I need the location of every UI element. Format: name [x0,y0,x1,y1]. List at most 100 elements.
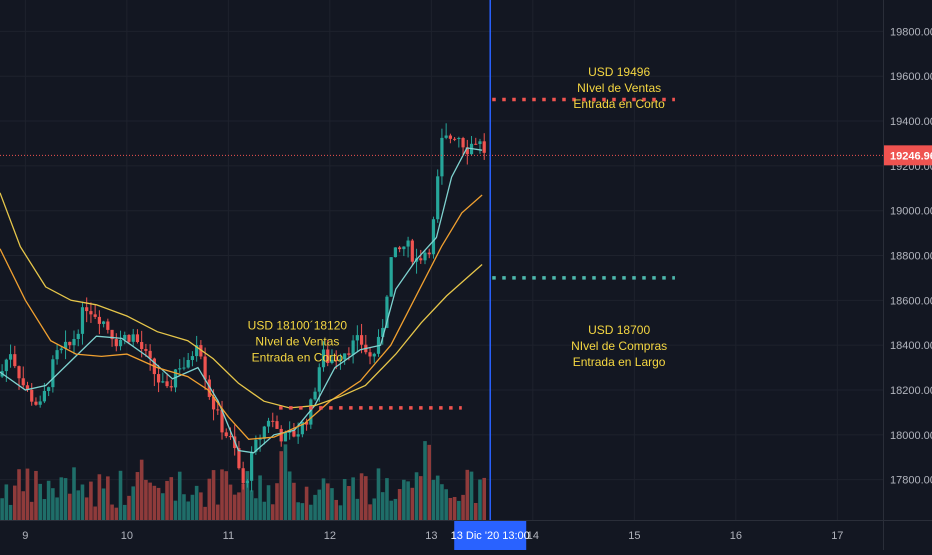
candle-body [123,334,127,340]
annotation-line: NIvel de Ventas [255,334,339,348]
volume-bar [313,494,317,520]
candle-body [300,421,304,435]
candle-body [262,426,266,439]
candle-body [254,439,258,452]
candle-body [8,354,13,360]
time-axis-tick-label: 16 [730,530,742,542]
annotation-text-2[interactable]: USD 18700 NIvel de Compras Entrada en Larg… [571,323,667,369]
volume-bar [249,490,254,520]
candle-body [292,430,296,437]
candle-body [351,340,355,355]
candle-body [258,438,262,440]
annotation-text-0[interactable]: USD 19496 NIvel de Ventas Entrada en Corto [573,65,665,111]
candle-body [38,401,42,405]
price-axis-tick-label: 17800.00 [890,475,932,487]
candle-body [410,240,414,262]
candle-body [30,389,34,402]
volume-bar [237,492,241,520]
volume-bar [4,484,9,520]
candle-body [76,333,80,339]
candle-body [173,369,178,388]
volume-bar [410,487,415,520]
cursor-time-badge [454,521,527,550]
candle-body [224,432,228,437]
annotation-line: USD 19496 [588,65,650,79]
volume-bar [287,471,292,520]
last-price-badge [884,145,932,166]
volume-bar [144,479,148,520]
candle-body [148,350,152,359]
volume-bar [93,506,97,520]
time-axis-tick-label: 14 [527,530,539,542]
time-axis-tick-label: 11 [223,530,234,542]
volume-bar [89,481,93,520]
volume-bar [482,477,487,520]
price-axis-tick-label: 19400.00 [890,116,932,128]
volume-bar [152,485,157,520]
candle-body [127,334,131,342]
volume-bar [461,494,465,520]
volume-bar [423,441,427,520]
time-axis-tick-label: 13 [425,530,437,542]
candle-body [161,381,165,383]
volume-bar [342,479,347,520]
candle-body [347,353,351,355]
candle-body [131,334,135,342]
candle-body [431,219,436,255]
volume-bar [72,467,76,520]
volume-bar [309,504,313,520]
volume-bar [397,489,402,520]
volume-bar [359,473,364,520]
time-axis-tick-label: 12 [324,530,336,542]
volume-bar [55,497,59,520]
volume-bar [51,488,55,520]
volume-bar [427,444,432,520]
candle-body [359,335,364,345]
volume-bar [355,498,360,520]
volume-bar [190,494,195,520]
candle-body [296,434,300,437]
volume-bar [435,475,440,520]
candle-body [178,368,182,370]
volume-bar [194,485,199,520]
volume-bar [325,483,330,520]
candle-body [427,252,431,255]
candle-body [118,339,123,347]
candle-body [326,349,330,364]
price-axis-tick-label: 19600.00 [890,71,932,83]
volume-bar [258,475,262,520]
volume-bar [414,472,419,520]
candle-body [271,420,275,422]
candle-body [42,390,47,402]
candle-body [110,329,114,340]
candle-body [228,436,233,438]
volume-bar [161,493,165,520]
candle-body [4,359,8,372]
volume-bar [76,490,81,520]
volume-bar [169,477,174,520]
candle-body [393,247,398,258]
volume-bar [211,470,216,520]
annotation-text-1[interactable]: USD 18100´18120 NIvel de Ventas Entrada en… [248,318,348,364]
volume-bar [376,468,381,520]
volume-bar [266,485,271,520]
candle-body [321,349,326,368]
volume-bar [8,504,13,520]
candle-body [165,381,169,387]
volume-bar [228,484,233,520]
candle-body [457,138,461,140]
candle-body [51,359,55,388]
annotation-line: NIvel de Ventas [577,81,661,95]
volume-bar [347,486,351,520]
volume-bar [42,499,47,520]
volume-bar [173,500,178,520]
candle-body [85,307,89,312]
moving-average-ma_fast [0,147,483,454]
volume-bar [177,471,182,520]
volume-bar [67,493,72,520]
candle-body [25,385,30,390]
candle-body [402,246,406,250]
